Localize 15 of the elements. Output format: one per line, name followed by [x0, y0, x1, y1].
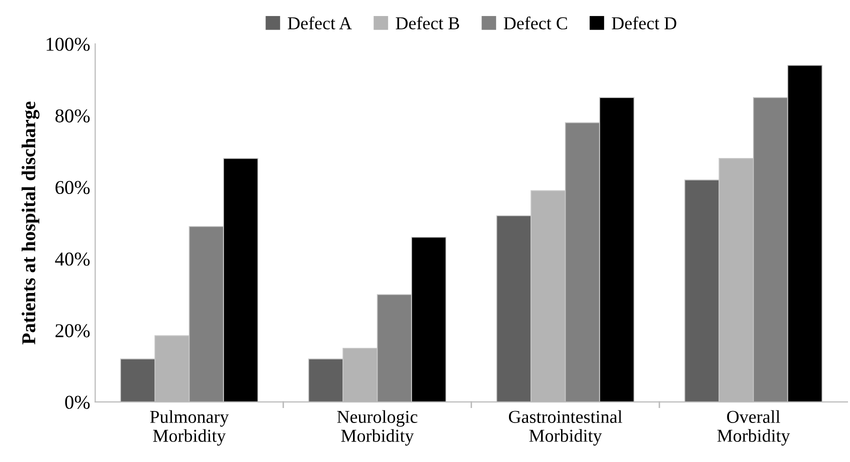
- legend-label: Defect C: [504, 16, 567, 30]
- y-tick-label: 80%: [55, 109, 90, 122]
- x-tick-label: Gastrointestinal Morbidity: [508, 410, 622, 446]
- y-tick-label: 60%: [56, 180, 90, 194]
- y-tick-label: 100%: [46, 38, 90, 51]
- legend-label: Defect B: [396, 16, 460, 30]
- y-tick-label: 0%: [65, 396, 90, 409]
- y-axis-title: Patients at hospital discharge: [22, 102, 40, 344]
- y-tick-label: 40%: [55, 252, 90, 266]
- y-tick-label: 20%: [56, 324, 90, 338]
- legend-label: Defect D: [612, 16, 676, 30]
- x-tick-label: Neurologic Morbidity: [337, 410, 418, 446]
- x-tick-label: Pulmonary Morbidity: [150, 410, 229, 446]
- legend-label: Defect A: [288, 16, 352, 30]
- x-tick-label: Overall Morbidity: [717, 410, 790, 446]
